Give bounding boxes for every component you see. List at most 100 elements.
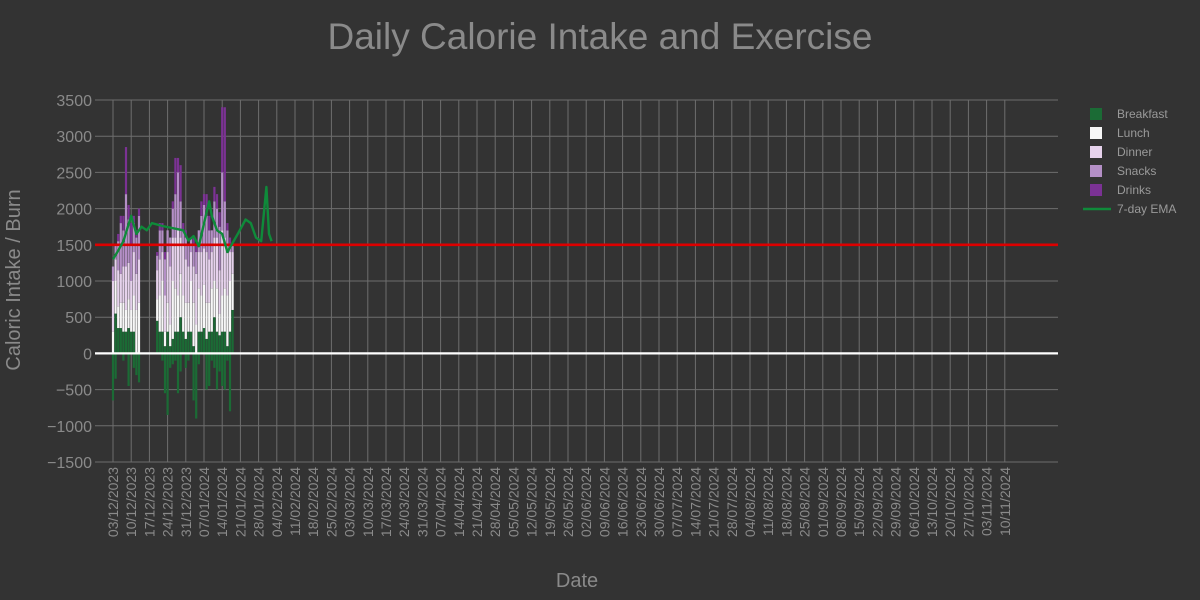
x-tick-label: 24/03/2024: [396, 467, 412, 537]
x-tick-label: 03/03/2024: [342, 467, 358, 537]
bar-exercise: [208, 353, 211, 386]
bar-dinner: [221, 230, 224, 296]
ema-layer: [111, 185, 273, 260]
bar-dinner: [218, 270, 221, 314]
bar-drinks: [215, 194, 219, 209]
bar-exercise: [213, 353, 216, 368]
bar-dinner: [208, 259, 211, 303]
legend-label: Snacks: [1117, 164, 1156, 178]
bar-dinner: [228, 252, 232, 281]
bar-lunch: [182, 295, 185, 332]
bar-lunch: [179, 273, 182, 318]
bar-snacks: [210, 230, 213, 253]
y-tick-label: 3000: [56, 129, 92, 146]
x-tick-label: 10/12/2023: [123, 467, 139, 537]
bar-snacks: [192, 244, 195, 267]
legend-swatch: [1090, 184, 1102, 196]
bar-lunch: [122, 302, 125, 332]
x-tick-label: 01/09/2024: [815, 467, 831, 537]
bar-dinner: [119, 273, 122, 303]
bar-breakfast: [122, 331, 125, 354]
bar-dinner: [226, 252, 229, 296]
bar-breakfast: [184, 338, 187, 354]
bar-breakfast: [189, 331, 193, 354]
bar-drinks: [127, 204, 130, 220]
x-tick-label: 07/01/2024: [196, 467, 212, 537]
bar-exercise: [210, 353, 213, 361]
bar-lunch: [117, 306, 120, 329]
legend-swatch: [1090, 146, 1102, 158]
bar-drinks: [221, 107, 224, 173]
bar-drinks: [163, 252, 167, 260]
bar-exercise: [127, 353, 130, 386]
bar-snacks: [223, 201, 226, 238]
bar-dinner: [132, 252, 135, 296]
bar-dinner: [195, 273, 198, 325]
bar-exercise: [171, 353, 174, 365]
bar-lunch: [171, 281, 174, 339]
x-tick-label: 10/11/2024: [997, 467, 1013, 536]
x-tick-label: 29/09/2024: [888, 467, 904, 537]
bar-dinner: [117, 270, 120, 307]
x-tick-label: 30/06/2024: [651, 467, 667, 537]
bar-lunch: [192, 302, 195, 347]
x-tick-label: 25/08/2024: [797, 467, 813, 537]
x-tick-label: 14/07/2024: [687, 467, 703, 537]
x-tick-label: 23/06/2024: [633, 467, 649, 537]
x-tick-label: 28/01/2024: [251, 467, 267, 537]
bar-snacks: [137, 215, 141, 260]
x-tick-label: 09/06/2024: [596, 467, 612, 537]
x-tick-label: 22/09/2024: [869, 467, 885, 537]
bar-breakfast: [213, 317, 216, 354]
bar-exercise: [205, 353, 208, 390]
bar-breakfast: [114, 313, 117, 354]
x-axis-title: Date: [556, 570, 598, 592]
bar-breakfast: [231, 309, 234, 354]
bar-breakfast: [179, 317, 182, 354]
x-tick-label: 24/12/2023: [160, 467, 176, 537]
bar-exercise: [223, 353, 226, 390]
legend-label: Breakfast: [1117, 107, 1168, 121]
bar-breakfast: [117, 328, 120, 354]
bar-lunch: [226, 295, 229, 347]
bar-snacks: [174, 194, 177, 238]
bar-lunch: [156, 299, 159, 321]
bar-snacks: [215, 208, 219, 238]
bar-lunch: [202, 284, 206, 329]
bar-dinner: [114, 259, 117, 281]
x-tick-label: 03/12/2023: [105, 467, 121, 537]
x-tick-label: 13/10/2024: [924, 467, 940, 537]
bar-breakfast: [124, 331, 128, 354]
bar-drinks: [119, 215, 122, 224]
bar-dinner: [135, 273, 138, 310]
bar-exercise: [215, 353, 219, 390]
bar-snacks: [130, 244, 133, 281]
bar-snacks: [163, 259, 167, 296]
x-tick-label: 31/12/2023: [178, 467, 194, 537]
bar-lunch: [218, 313, 221, 336]
bar-exercise: [197, 353, 200, 365]
bar-lunch: [119, 302, 122, 329]
x-tick-label: 04/02/2024: [269, 467, 285, 537]
bar-drinks: [156, 252, 159, 256]
y-tick-label: 2500: [56, 165, 92, 182]
bar-exercise: [169, 353, 172, 368]
bar-drinks: [176, 157, 180, 173]
bar-breakfast: [197, 331, 200, 354]
bar-dinner: [179, 237, 182, 274]
bar-drinks: [202, 194, 206, 205]
bar-snacks: [221, 172, 224, 231]
x-tick-label: 14/01/2024: [214, 467, 230, 537]
bar-dinner: [197, 252, 200, 289]
bar-snacks: [187, 244, 190, 267]
bar-snacks: [156, 255, 159, 271]
bar-exercise: [111, 353, 115, 401]
bar-dinner: [213, 237, 216, 281]
x-tick-label: 26/05/2024: [560, 467, 576, 537]
bar-dinner: [189, 252, 193, 281]
x-tick-label: 21/04/2024: [469, 467, 485, 537]
bar-exercise: [184, 353, 187, 368]
bar-breakfast: [158, 331, 161, 354]
bar-exercise: [218, 353, 221, 372]
